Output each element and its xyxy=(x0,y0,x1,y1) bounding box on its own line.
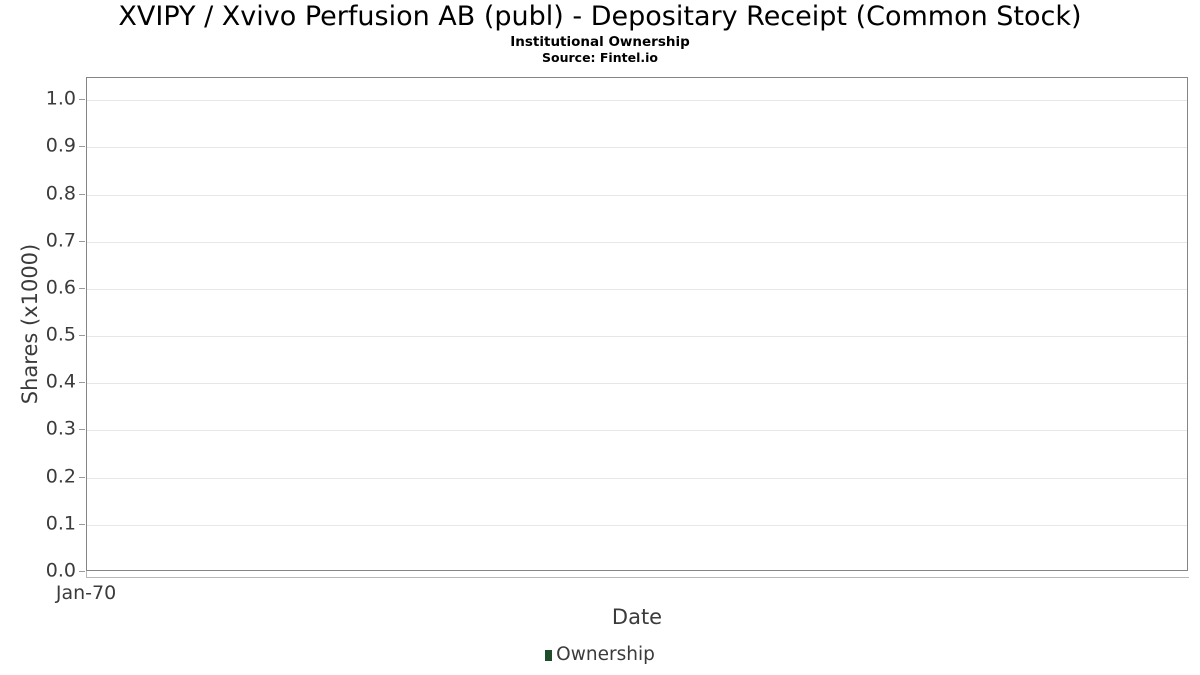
y-tick-label: 0.6 xyxy=(45,276,76,299)
y-tick-label: 0.8 xyxy=(45,182,76,205)
legend: Ownership xyxy=(0,644,1200,665)
y-tick-label: 0.7 xyxy=(45,229,76,252)
y-tick-label: 0.9 xyxy=(45,134,76,157)
gridline xyxy=(87,525,1187,526)
chart-title: XVIPY / Xvivo Perfusion AB (publ) - Depo… xyxy=(118,1,1082,32)
y-tick-mark xyxy=(79,194,85,195)
y-tick-label: 1.0 xyxy=(45,87,76,110)
y-tick-mark xyxy=(79,571,85,572)
y-tick-label: 0.3 xyxy=(45,417,76,440)
y-tick-mark xyxy=(79,241,85,242)
y-tick-label: 0.0 xyxy=(45,559,76,582)
y-axis-title: Shares (x1000) xyxy=(18,243,42,405)
y-tick-mark xyxy=(79,429,85,430)
y-tick-mark xyxy=(79,335,85,336)
y-tick-label: 0.4 xyxy=(45,370,76,393)
y-tick-mark xyxy=(79,477,85,478)
y-tick-label: 0.5 xyxy=(45,323,76,346)
gridline xyxy=(87,336,1187,337)
y-tick-mark xyxy=(79,99,85,100)
y-tick-mark xyxy=(79,146,85,147)
legend-label-ownership: Ownership xyxy=(556,644,655,665)
gridline xyxy=(87,195,1187,196)
y-tick-mark xyxy=(79,288,85,289)
y-tick-label: 0.2 xyxy=(45,465,76,488)
gridline xyxy=(87,289,1187,290)
chart-source: Source: Fintel.io xyxy=(542,50,658,65)
x-tick-label: Jan-70 xyxy=(55,582,117,604)
y-tick-mark xyxy=(79,382,85,383)
gridline xyxy=(87,478,1187,479)
gridline xyxy=(87,147,1187,148)
x-axis-line xyxy=(86,577,1189,578)
x-axis-title: Date xyxy=(611,605,663,629)
y-axis-ticks: 0.0 0.1 0.2 0.3 0.4 0.5 0.6 0.7 0.8 0.9 1.0 xyxy=(0,77,86,580)
chart-subtitle: Institutional Ownership xyxy=(510,34,690,50)
gridline xyxy=(87,100,1187,101)
y-tick-label: 0.1 xyxy=(45,512,76,535)
plot-area xyxy=(86,77,1188,571)
x-axis-tick xyxy=(86,571,87,578)
y-tick-mark xyxy=(79,524,85,525)
gridline xyxy=(87,242,1187,243)
gridline xyxy=(87,383,1187,384)
gridline xyxy=(87,430,1187,431)
legend-swatch-ownership-icon xyxy=(545,650,553,661)
